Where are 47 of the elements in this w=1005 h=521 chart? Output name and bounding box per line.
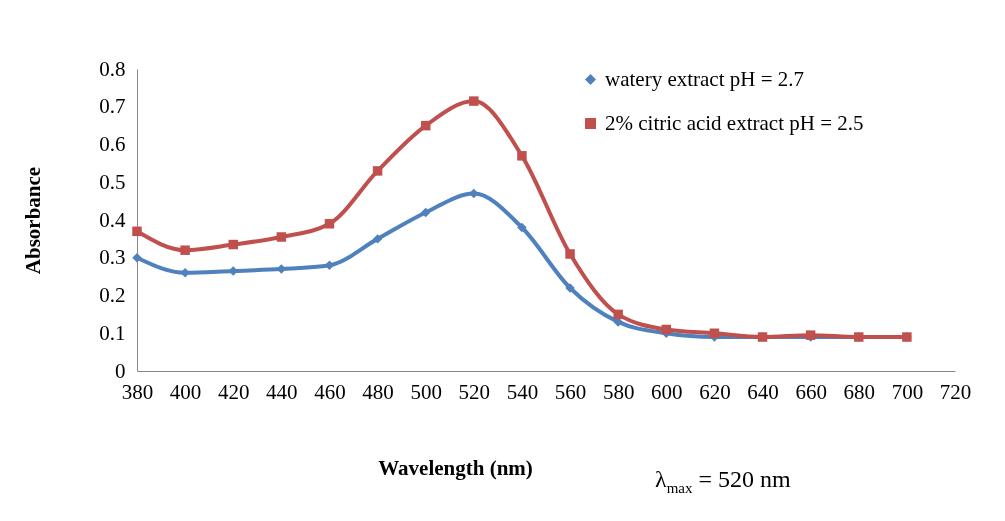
point	[469, 96, 479, 106]
point	[517, 222, 527, 233]
point	[517, 151, 527, 161]
x-tick-label: 460	[314, 379, 346, 404]
x-tick-label: 700	[891, 379, 924, 404]
x-tick-label: 480	[362, 379, 394, 404]
y-tick-label: 0.1	[99, 320, 126, 345]
x-tick-label: 620	[699, 379, 731, 404]
x-tick-label: 600	[651, 379, 683, 404]
x-tick-label: 680	[843, 379, 876, 404]
x-tick-label: 440	[266, 379, 298, 404]
point	[709, 328, 720, 338]
point	[228, 239, 238, 250]
point	[132, 226, 142, 237]
point	[372, 234, 383, 244]
y-tick-label: 0.4	[99, 207, 126, 232]
y-tick-label: 0.2	[99, 283, 126, 307]
x-tick-label: 560	[554, 379, 587, 404]
point	[372, 166, 383, 176]
x-tick-label: 720	[939, 379, 972, 404]
legend-label: watery extract pH = 2.7	[605, 66, 805, 91]
y-tick-label: 0.6	[99, 132, 126, 156]
x-tick-label: 660	[795, 379, 827, 404]
y-tick-label: 0.5	[99, 169, 126, 194]
point	[565, 249, 575, 259]
x-tick-label: 420	[217, 379, 250, 404]
point	[180, 245, 190, 255]
x-tick-label: 580	[602, 379, 635, 404]
legend-label: 2% citric acid extract pH = 2.5	[605, 110, 864, 135]
y-tick-label: 0.3	[99, 245, 126, 270]
point	[613, 309, 623, 320]
x-axis-title: Wavelength (nm)	[378, 455, 533, 480]
y-axis-title: Absorbance	[21, 166, 46, 275]
x-tick-label: 500	[410, 379, 442, 404]
point	[420, 207, 431, 218]
point	[276, 232, 287, 242]
point	[324, 219, 335, 229]
text: λ$_{max}$ = 520 nm	[655, 466, 791, 497]
x-tick-label: 540	[506, 379, 539, 404]
x-tick-label: 640	[747, 379, 779, 404]
x-tick-label: 520	[458, 379, 491, 404]
x-tick-label: 400	[169, 379, 202, 404]
point	[180, 268, 190, 278]
point	[420, 120, 431, 131]
point	[661, 324, 672, 335]
y-tick-label: 0.8	[99, 56, 126, 81]
y-tick-label: 0.7	[99, 94, 126, 119]
